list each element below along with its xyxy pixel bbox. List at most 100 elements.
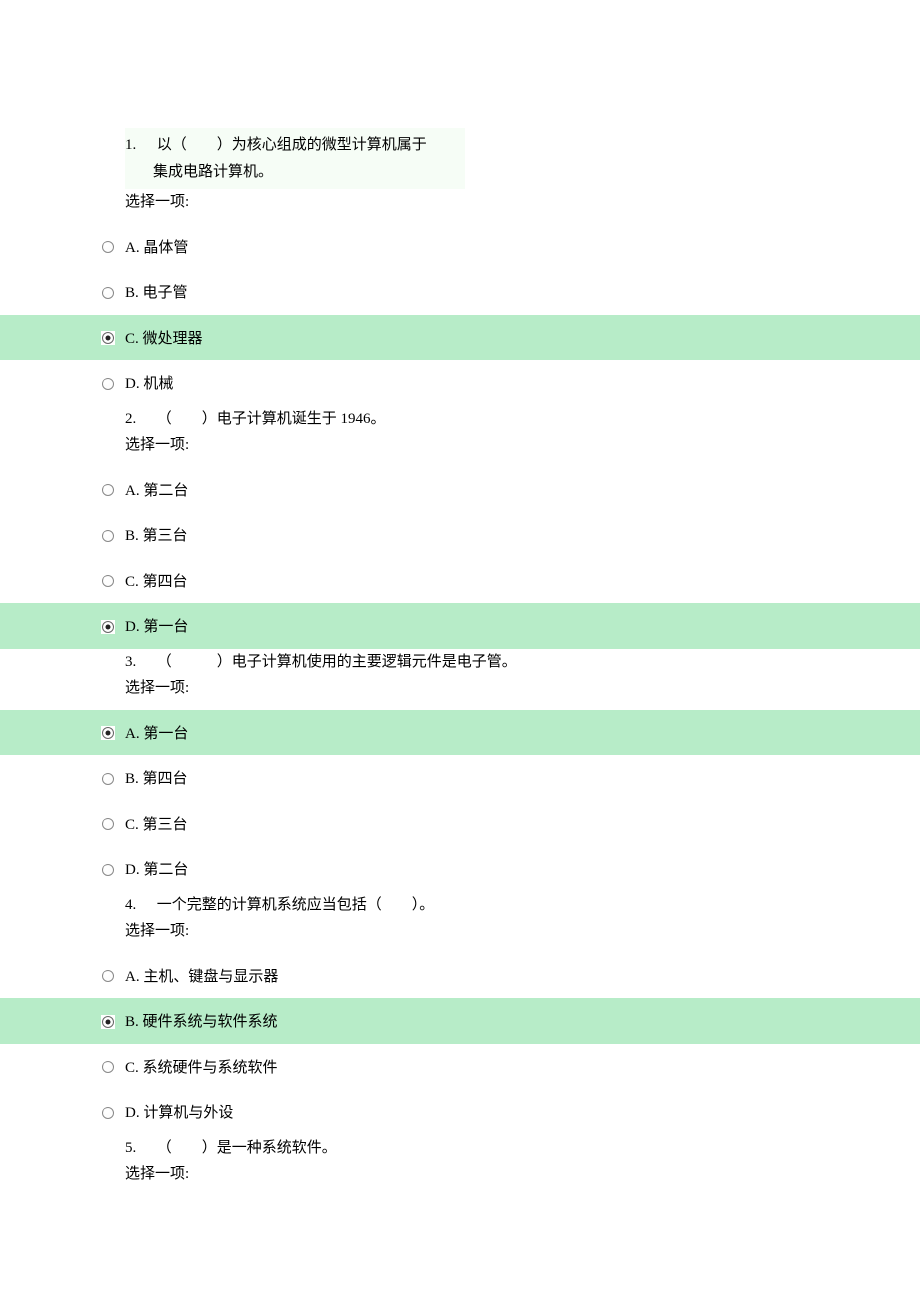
radio-unselected-icon[interactable]	[101, 483, 115, 497]
radio-unselected-icon[interactable]	[101, 969, 115, 983]
option-text: D. 第二台	[125, 856, 920, 882]
option-row[interactable]: D. 机械	[0, 360, 920, 406]
question-5-title: 5. （ ）是一种系统软件。	[125, 1135, 725, 1162]
option-label: 第二台	[143, 862, 188, 878]
option-row-selected[interactable]: C. 微处理器	[0, 315, 920, 361]
option-text: A. 晶体管	[125, 234, 920, 260]
option-letter: D.	[125, 1105, 140, 1121]
radio-cell	[0, 329, 125, 345]
option-letter: A.	[125, 726, 140, 742]
radio-selected-icon[interactable]	[101, 1015, 115, 1029]
option-row[interactable]: C. 第四台	[0, 558, 920, 604]
question-1-title-highlight: 1. 以（ ）为核心组成的微型计算机属于 集成电路计算机。	[125, 128, 465, 189]
question-2-title: 2. （ ）电子计算机诞生于 1946。	[125, 406, 725, 433]
question-1-title-line-1: 1. 以（ ）为核心组成的微型计算机属于	[125, 132, 465, 159]
radio-cell	[0, 861, 125, 877]
radio-cell	[0, 284, 125, 300]
option-letter: D.	[125, 619, 140, 635]
radio-cell	[0, 618, 125, 634]
option-letter: A.	[125, 240, 140, 256]
option-label: 第三台	[143, 817, 188, 833]
option-text: D. 第一台	[125, 613, 920, 639]
quiz-page: 1. 以（ ）为核心组成的微型计算机属于 集成电路计算机。 选择一项: A. 晶…	[0, 0, 920, 1196]
question-text: 一个完整的计算机系统应当包括（ ）。	[157, 897, 435, 913]
radio-cell	[0, 481, 125, 497]
option-text: B. 第三台	[125, 522, 920, 548]
radio-unselected-icon[interactable]	[101, 240, 115, 254]
select-prompt: 选择一项:	[125, 675, 725, 710]
option-row-selected[interactable]: A. 第一台	[0, 710, 920, 756]
option-row[interactable]: B. 电子管	[0, 269, 920, 315]
question-text: （ ）电子计算机使用的主要逻辑元件是电子管。	[157, 654, 517, 670]
radio-unselected-icon[interactable]	[101, 817, 115, 831]
option-label: 晶体管	[143, 240, 188, 256]
option-row[interactable]: B. 第三台	[0, 512, 920, 558]
radio-unselected-icon[interactable]	[101, 1060, 115, 1074]
radio-unselected-icon[interactable]	[101, 286, 115, 300]
radio-selected-icon[interactable]	[101, 331, 115, 345]
option-text: B. 第四台	[125, 765, 920, 791]
radio-selected-icon[interactable]	[101, 726, 115, 740]
select-prompt: 选择一项:	[125, 189, 465, 224]
option-label: 微处理器	[143, 331, 203, 347]
question-3-title: 3. （ ）电子计算机使用的主要逻辑元件是电子管。	[125, 649, 725, 676]
radio-cell	[0, 572, 125, 588]
option-text: B. 电子管	[125, 279, 920, 305]
option-letter: C.	[125, 574, 139, 590]
option-label: 第四台	[143, 771, 188, 787]
question-text: 以（ ）为核心组成的微型计算机属于	[157, 137, 427, 153]
question-1-title-line-2: 集成电路计算机。	[125, 159, 465, 186]
option-letter: C.	[125, 1060, 139, 1076]
radio-unselected-icon[interactable]	[101, 377, 115, 391]
option-letter: C.	[125, 817, 139, 833]
option-label: 硬件系统与软件系统	[143, 1014, 278, 1030]
option-label: 第一台	[143, 619, 188, 635]
radio-unselected-icon[interactable]	[101, 772, 115, 786]
option-row[interactable]: D. 第二台	[0, 846, 920, 892]
option-row[interactable]: C. 第三台	[0, 801, 920, 847]
select-prompt: 选择一项:	[125, 432, 725, 467]
question-number: 2.	[125, 408, 153, 431]
radio-unselected-icon[interactable]	[101, 1106, 115, 1120]
question-4-header: 4. 一个完整的计算机系统应当包括（ ）。 选择一项:	[125, 892, 725, 953]
radio-unselected-icon[interactable]	[101, 529, 115, 543]
option-letter: B.	[125, 285, 139, 301]
question-number: 3.	[125, 651, 153, 674]
select-prompt: 选择一项:	[125, 1161, 725, 1196]
radio-unselected-icon[interactable]	[101, 574, 115, 588]
radio-unselected-icon[interactable]	[101, 863, 115, 877]
option-row-selected[interactable]: D. 第一台	[0, 603, 920, 649]
radio-selected-icon[interactable]	[101, 620, 115, 634]
option-row[interactable]: A. 主机、键盘与显示器	[0, 953, 920, 999]
option-row[interactable]: D. 计算机与外设	[0, 1089, 920, 1135]
question-4-title: 4. 一个完整的计算机系统应当包括（ ）。	[125, 892, 725, 919]
question-text: （ ）电子计算机诞生于 1946。	[157, 411, 386, 427]
option-row[interactable]: B. 第四台	[0, 755, 920, 801]
option-letter: C.	[125, 331, 139, 347]
question-3-header: 3. （ ）电子计算机使用的主要逻辑元件是电子管。 选择一项:	[125, 649, 725, 710]
option-text: C. 系统硬件与系统软件	[125, 1054, 920, 1080]
option-row[interactable]: C. 系统硬件与系统软件	[0, 1044, 920, 1090]
option-letter: B.	[125, 1014, 139, 1030]
radio-cell	[0, 724, 125, 740]
radio-cell	[0, 770, 125, 786]
option-text: C. 第四台	[125, 568, 920, 594]
option-label: 计算机与外设	[143, 1105, 233, 1121]
option-text: C. 第三台	[125, 811, 920, 837]
radio-cell	[0, 967, 125, 983]
option-row[interactable]: A. 晶体管	[0, 224, 920, 270]
option-letter: D.	[125, 376, 140, 392]
option-row[interactable]: A. 第二台	[0, 467, 920, 513]
option-letter: A.	[125, 969, 140, 985]
radio-cell	[0, 1058, 125, 1074]
option-label: 第二台	[143, 483, 188, 499]
option-label: 主机、键盘与显示器	[143, 969, 278, 985]
radio-cell	[0, 238, 125, 254]
radio-cell	[0, 1104, 125, 1120]
question-5-header: 5. （ ）是一种系统软件。 选择一项:	[125, 1135, 725, 1196]
question-text: （ ）是一种系统软件。	[157, 1140, 337, 1156]
option-text: A. 主机、键盘与显示器	[125, 963, 920, 989]
question-number: 5.	[125, 1137, 153, 1160]
option-row-selected[interactable]: B. 硬件系统与软件系统	[0, 998, 920, 1044]
radio-cell	[0, 815, 125, 831]
